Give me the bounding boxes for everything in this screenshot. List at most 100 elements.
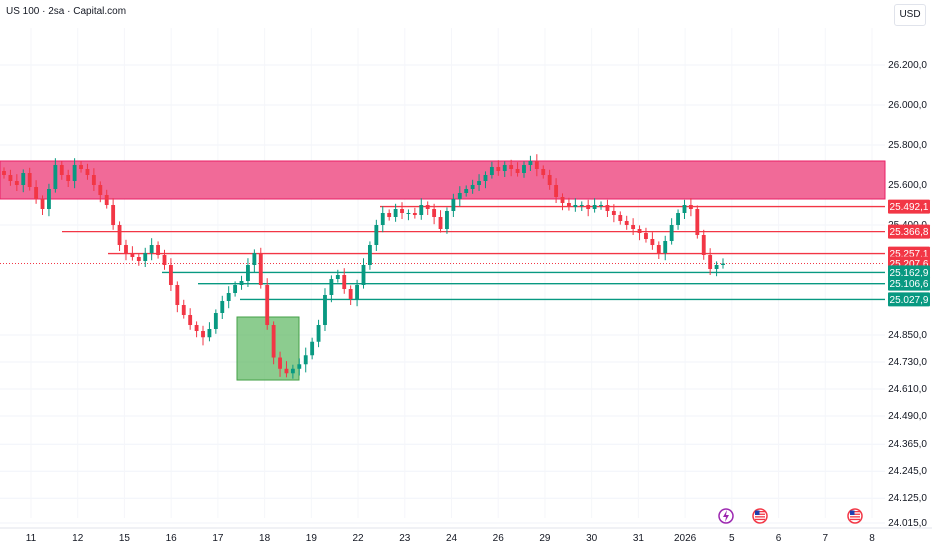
- candle-body: [130, 253, 135, 257]
- flag-stripe: [755, 518, 765, 521]
- y-tick-label: 24.850,0: [888, 330, 927, 341]
- candle-body: [688, 205, 693, 209]
- price-tag: [888, 292, 930, 307]
- x-tick-label: 15: [119, 533, 131, 544]
- candle-body: [149, 245, 154, 253]
- candle-body: [85, 169, 90, 175]
- candle-body: [303, 355, 308, 365]
- candle-body: [355, 285, 360, 299]
- x-tick-label: 23: [399, 533, 411, 544]
- x-tick-label: 2026: [674, 533, 697, 544]
- candle-body: [220, 301, 225, 313]
- candle-body: [425, 205, 430, 209]
- candle-body: [233, 285, 238, 293]
- candle-body: [541, 169, 546, 175]
- candle-body: [637, 229, 642, 233]
- candle-body: [213, 313, 218, 329]
- candle-body: [592, 205, 597, 209]
- candle-body: [406, 213, 411, 214]
- resistance-zone: [0, 160, 886, 200]
- candle-body: [27, 173, 32, 187]
- y-tick-label: 24.610,0: [888, 384, 927, 395]
- candle-body: [168, 265, 173, 285]
- candle-body: [258, 253, 263, 285]
- flag-stripe: [755, 511, 765, 513]
- candle-body: [59, 165, 64, 175]
- candle-body: [573, 205, 578, 207]
- candle-body: [156, 245, 160, 255]
- price-tag: [888, 276, 930, 291]
- candle-body: [611, 211, 616, 215]
- y-tick-label: 26.200,0: [888, 60, 927, 71]
- y-tick-label: 24.490,0: [888, 411, 927, 422]
- candle-body: [656, 245, 661, 253]
- x-tick-label: 26: [493, 533, 505, 544]
- candle-body: [175, 285, 180, 305]
- candle-body: [496, 167, 501, 171]
- price-tag: [888, 199, 930, 214]
- price-tag-label: 25.027,9: [890, 295, 929, 306]
- x-tick-label: 12: [72, 533, 84, 544]
- candle-body: [464, 189, 469, 193]
- candle-body: [451, 199, 456, 211]
- x-tick-label: 19: [306, 533, 318, 544]
- candle-body: [98, 185, 103, 195]
- candle-body: [438, 217, 443, 229]
- candle-body: [663, 241, 668, 253]
- x-tick-label: 5: [729, 533, 735, 544]
- candle-body: [342, 275, 347, 289]
- x-tick-label: 30: [586, 533, 598, 544]
- candle-body: [528, 161, 533, 165]
- candle-body: [226, 293, 231, 301]
- candle-body: [605, 205, 610, 211]
- candle-body: [676, 213, 680, 225]
- candle-body: [329, 279, 334, 295]
- candle-body: [188, 315, 193, 325]
- candle-body: [560, 197, 565, 203]
- price-tag: [888, 265, 930, 280]
- candle-body: [66, 175, 71, 181]
- candle-body: [124, 245, 128, 253]
- candle-body: [194, 325, 199, 331]
- candle-body: [297, 364, 302, 369]
- x-tick-label: 29: [539, 533, 551, 544]
- candle-body: [387, 213, 392, 217]
- candle-body: [181, 305, 186, 315]
- candle-body: [79, 165, 83, 169]
- candle-body: [682, 205, 687, 213]
- candle-body: [8, 175, 13, 181]
- chart-title: US 100 · 2sa · Capital.com: [6, 6, 127, 17]
- candle-body: [631, 225, 636, 229]
- candle-body: [432, 209, 437, 217]
- candle-body: [522, 165, 526, 173]
- candle-body: [348, 289, 353, 299]
- candle-body: [265, 285, 270, 325]
- x-tick-label: 24: [446, 533, 458, 544]
- flag-stripe: [850, 511, 860, 513]
- candle-body: [335, 275, 340, 279]
- candle-body: [509, 165, 514, 169]
- x-tick-label: 31: [633, 533, 645, 544]
- support-zone: [236, 316, 300, 381]
- candle-body: [239, 281, 244, 285]
- candle-body: [47, 189, 51, 209]
- candle-body: [380, 213, 385, 225]
- price-tag-label: 25.162,9: [890, 268, 929, 279]
- candle-body: [534, 161, 539, 169]
- x-tick-label: 8: [869, 533, 875, 544]
- candle-body: [470, 185, 475, 189]
- candle-body: [721, 263, 725, 265]
- candle-body: [412, 213, 417, 215]
- price-tag-label: 25.207,6: [890, 259, 929, 270]
- currency-button[interactable]: USD: [894, 4, 926, 26]
- price-tag-label: 25.492,1: [890, 202, 929, 213]
- candle-body: [201, 331, 205, 338]
- x-tick-label: 6: [776, 533, 782, 544]
- y-tick-label: 24.125,0: [888, 493, 927, 504]
- candle-body: [586, 205, 591, 209]
- candle-body: [316, 325, 321, 342]
- candle-body: [252, 253, 257, 265]
- price-levels: [0, 205, 885, 301]
- candle-body: [290, 368, 295, 374]
